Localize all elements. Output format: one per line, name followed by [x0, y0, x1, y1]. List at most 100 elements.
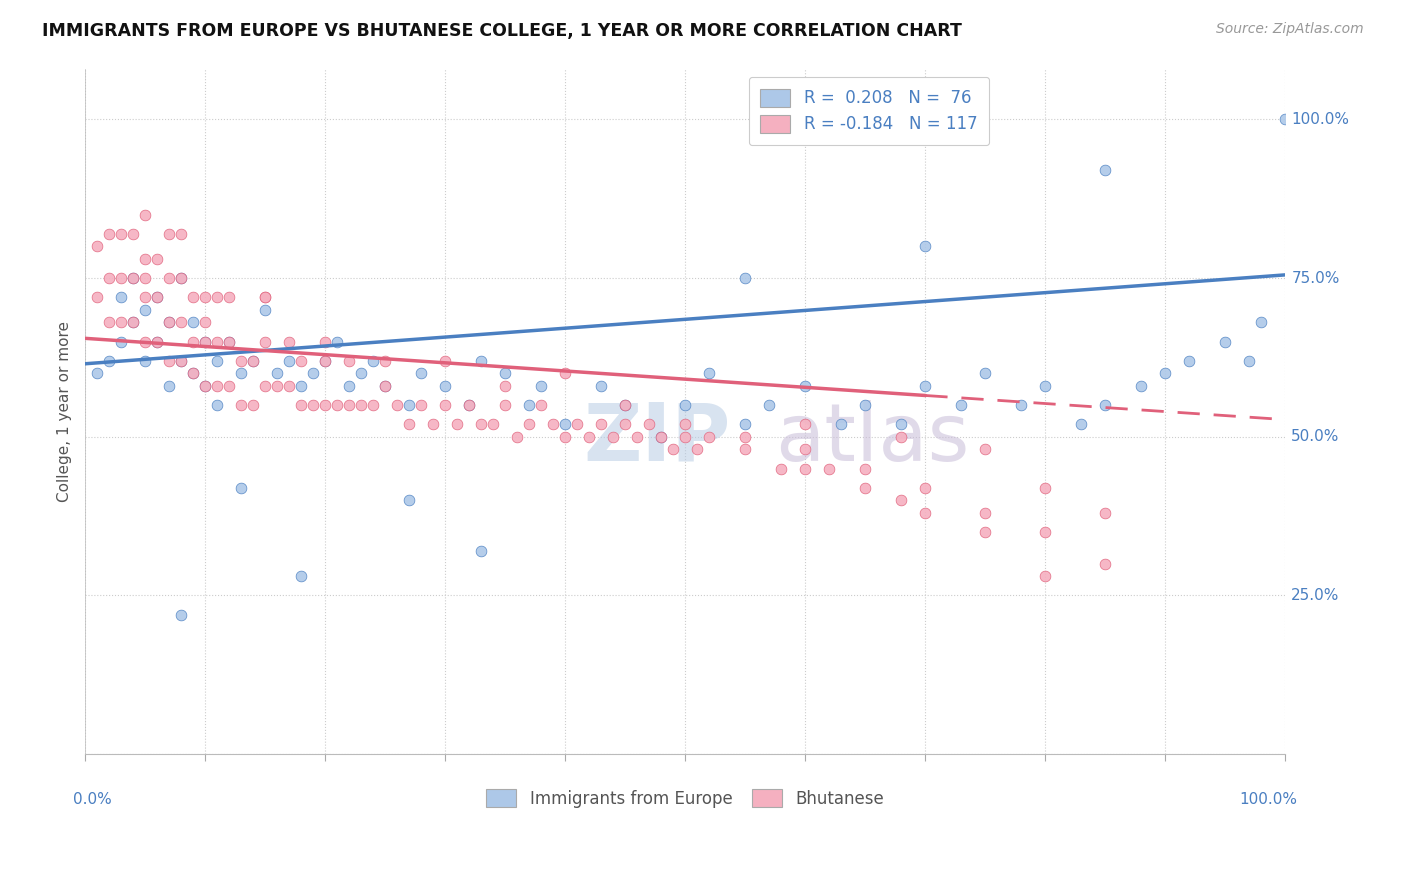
Point	[614, 398, 637, 412]
Point	[86, 290, 108, 304]
Point	[110, 271, 132, 285]
Point	[890, 417, 912, 431]
Point	[494, 398, 516, 412]
Point	[183, 366, 205, 380]
Point	[337, 379, 360, 393]
Point	[231, 353, 253, 368]
Point	[602, 430, 624, 444]
Point	[411, 366, 433, 380]
Point	[422, 417, 444, 431]
Point	[157, 271, 180, 285]
Point	[254, 379, 277, 393]
Point	[519, 398, 541, 412]
Point	[254, 302, 277, 317]
Point	[1070, 417, 1092, 431]
Point	[110, 316, 132, 330]
Point	[122, 227, 145, 241]
Point	[266, 366, 288, 380]
Point	[914, 379, 936, 393]
Point	[350, 366, 373, 380]
Point	[890, 430, 912, 444]
Point	[554, 366, 576, 380]
Point	[470, 544, 492, 558]
Point	[734, 271, 756, 285]
Point	[494, 366, 516, 380]
Point	[314, 398, 336, 412]
Point	[242, 353, 264, 368]
Point	[398, 417, 420, 431]
Point	[1035, 524, 1057, 539]
Text: 100.0%: 100.0%	[1291, 112, 1350, 127]
Point	[650, 430, 672, 444]
Point	[350, 398, 373, 412]
Point	[411, 398, 433, 412]
Point	[337, 353, 360, 368]
Y-axis label: College, 1 year or more: College, 1 year or more	[58, 321, 72, 502]
Point	[567, 417, 589, 431]
Point	[482, 417, 505, 431]
Point	[110, 334, 132, 349]
Point	[170, 227, 193, 241]
Point	[194, 290, 217, 304]
Point	[302, 366, 325, 380]
Point	[794, 461, 817, 475]
Point	[853, 398, 876, 412]
Point	[387, 398, 409, 412]
Text: IMMIGRANTS FROM EUROPE VS BHUTANESE COLLEGE, 1 YEAR OR MORE CORRELATION CHART: IMMIGRANTS FROM EUROPE VS BHUTANESE COLL…	[42, 22, 962, 40]
Point	[290, 379, 312, 393]
Point	[914, 239, 936, 253]
Point	[207, 334, 229, 349]
Point	[363, 353, 385, 368]
Point	[266, 379, 288, 393]
Text: 100.0%: 100.0%	[1239, 792, 1298, 807]
Point	[1250, 316, 1272, 330]
Point	[1010, 398, 1032, 412]
Point	[86, 366, 108, 380]
Point	[134, 290, 156, 304]
Point	[434, 353, 457, 368]
Point	[458, 398, 481, 412]
Point	[207, 290, 229, 304]
Point	[314, 334, 336, 349]
Point	[1035, 379, 1057, 393]
Point	[314, 353, 336, 368]
Point	[1094, 506, 1116, 520]
Point	[470, 353, 492, 368]
Point	[183, 366, 205, 380]
Point	[242, 398, 264, 412]
Point	[302, 398, 325, 412]
Point	[363, 398, 385, 412]
Point	[1274, 112, 1296, 127]
Point	[1239, 353, 1261, 368]
Point	[134, 252, 156, 266]
Point	[638, 417, 661, 431]
Point	[853, 481, 876, 495]
Point	[290, 569, 312, 583]
Point	[218, 290, 240, 304]
Point	[207, 398, 229, 412]
Point	[122, 316, 145, 330]
Point	[157, 316, 180, 330]
Point	[890, 493, 912, 508]
Point	[146, 334, 169, 349]
Point	[494, 379, 516, 393]
Point	[914, 506, 936, 520]
Point	[170, 271, 193, 285]
Point	[974, 442, 997, 457]
Point	[326, 334, 349, 349]
Point	[314, 353, 336, 368]
Point	[122, 271, 145, 285]
Point	[218, 334, 240, 349]
Point	[398, 398, 420, 412]
Point	[614, 398, 637, 412]
Point	[458, 398, 481, 412]
Point	[374, 379, 396, 393]
Point	[157, 353, 180, 368]
Point	[794, 442, 817, 457]
Point	[170, 271, 193, 285]
Point	[194, 379, 217, 393]
Point	[758, 398, 780, 412]
Point	[974, 524, 997, 539]
Point	[231, 398, 253, 412]
Legend: Immigrants from Europe, Bhutanese: Immigrants from Europe, Bhutanese	[479, 782, 891, 814]
